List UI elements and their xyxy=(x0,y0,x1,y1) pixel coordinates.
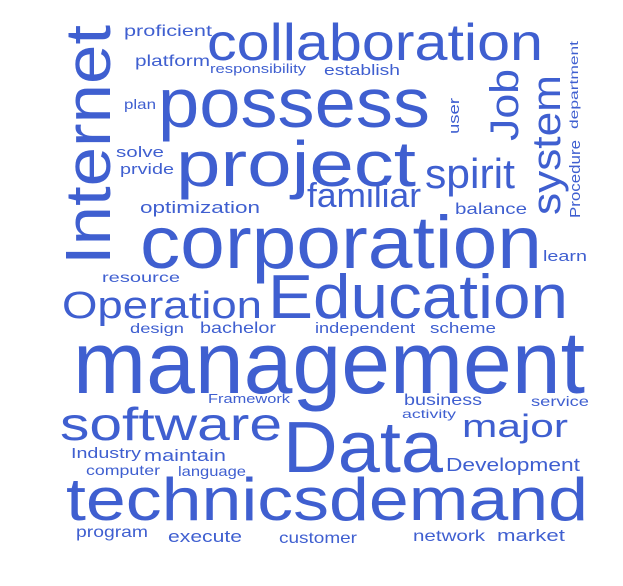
word-technicsdemand: technicsdemand xyxy=(66,466,588,533)
word-bachelor: bachelor xyxy=(200,320,277,337)
word-industry: Industry xyxy=(71,445,142,462)
word-network: network xyxy=(413,528,486,545)
word-collaboration: collaboration xyxy=(207,14,543,72)
word-plan: plan xyxy=(124,96,156,112)
word-learn: learn xyxy=(543,248,587,265)
word-service: service xyxy=(531,393,589,409)
word-independent: independent xyxy=(315,320,416,337)
word-data: Data xyxy=(283,408,444,488)
word-internet: Internet xyxy=(52,25,124,265)
word-management: management xyxy=(73,313,585,412)
word-development: Development xyxy=(446,455,580,475)
word-execute: execute xyxy=(168,527,242,546)
word-spirit: spirit xyxy=(425,150,515,197)
word-framework: Framework xyxy=(208,391,291,406)
word-procedure: Procedure xyxy=(567,140,584,218)
word-possess: possess xyxy=(158,64,430,142)
word-language: language xyxy=(178,463,246,479)
word-proficient: proficient xyxy=(124,23,213,40)
word-activity: activity xyxy=(402,407,456,421)
word-project: project xyxy=(176,128,416,200)
word-balance: balance xyxy=(455,201,527,218)
word-resource: resource xyxy=(102,269,180,285)
word-system: system xyxy=(525,75,569,215)
word-computer: computer xyxy=(86,462,160,478)
word-education: Education xyxy=(268,263,568,332)
word-job: Job xyxy=(483,69,527,141)
word-optimization: optimization xyxy=(140,198,260,217)
word-user: user xyxy=(446,98,463,134)
word-prvide: prvide xyxy=(120,161,174,178)
word-establish: establish xyxy=(324,62,400,79)
word-software: software xyxy=(60,398,282,450)
word-platform: platform xyxy=(135,53,210,70)
word-major: major xyxy=(462,408,568,444)
word-familiar: familiar xyxy=(307,177,421,215)
word-responsibility: responsibility xyxy=(210,61,307,76)
word-market: market xyxy=(497,526,565,545)
word-design: design xyxy=(130,320,184,336)
word-solve: solve xyxy=(116,144,164,161)
word-scheme: scheme xyxy=(430,320,496,337)
word-department: department xyxy=(567,40,581,129)
word-business: business xyxy=(404,392,482,409)
word-operation: Operation xyxy=(62,285,262,327)
word-maintain: maintain xyxy=(144,446,226,465)
word-corporation: corporation xyxy=(140,201,542,284)
word-program: program xyxy=(76,524,148,541)
word-customer: customer xyxy=(279,530,358,547)
